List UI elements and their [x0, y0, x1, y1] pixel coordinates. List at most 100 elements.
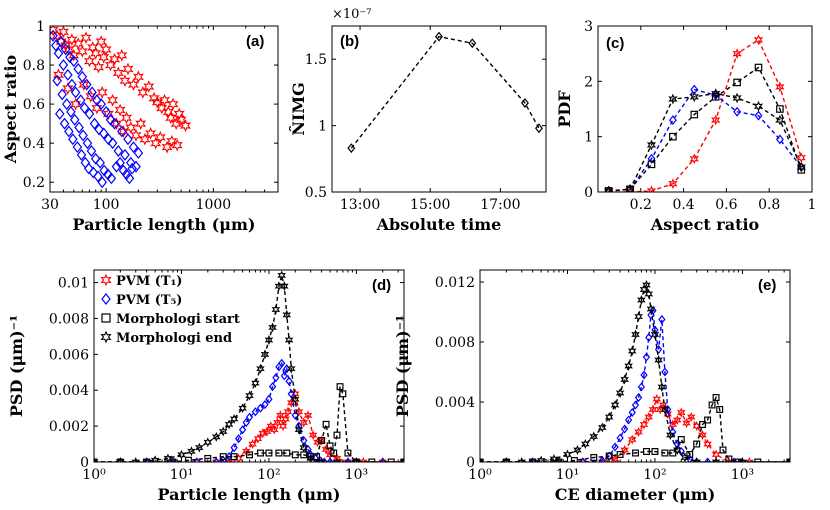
data-point [60, 43, 71, 56]
data-point [668, 178, 678, 190]
data-point [659, 400, 668, 410]
data-point [605, 451, 613, 461]
data-point [248, 439, 257, 450]
data-point [78, 78, 90, 91]
data-point [112, 66, 124, 80]
data-point [117, 125, 127, 138]
data-point [245, 412, 254, 422]
y-tick-label: 0.004 [435, 395, 475, 411]
data-point [67, 78, 77, 91]
data-point [333, 431, 341, 439]
data-point [195, 442, 204, 453]
data-point [173, 107, 185, 121]
data-point [72, 141, 83, 154]
data-point [689, 91, 699, 103]
data-point [238, 403, 247, 414]
x-tick-label: 0.6 [715, 197, 737, 213]
data-point [96, 98, 106, 111]
data-point [676, 407, 686, 418]
data-point [579, 457, 587, 462]
data-point [359, 457, 368, 462]
data-point [287, 389, 295, 399]
data-point [275, 449, 283, 457]
data-point [589, 431, 599, 442]
data-point [268, 382, 277, 392]
data-point [105, 113, 116, 126]
data-point [326, 442, 334, 450]
data-point [271, 304, 281, 315]
data-point [113, 145, 124, 157]
data-point [120, 148, 130, 161]
data-point [109, 117, 120, 130]
axes-frame [597, 25, 813, 193]
series-line [608, 92, 802, 192]
data-point [520, 98, 529, 108]
data-point [620, 424, 629, 434]
panel-label: (c) [606, 35, 624, 52]
data-point [712, 394, 720, 401]
data-point [234, 434, 243, 444]
data-point [650, 329, 660, 340]
series-line [608, 66, 802, 192]
data-point [166, 134, 178, 148]
data-point [128, 141, 139, 154]
data-point [668, 93, 678, 105]
data-point [77, 70, 88, 83]
data-point [597, 422, 607, 433]
axes-frame [479, 269, 791, 463]
data-point [52, 68, 65, 82]
data-point [59, 117, 70, 130]
data-point [116, 457, 125, 462]
data-point [80, 31, 92, 45]
data-point [53, 47, 64, 60]
data-point [711, 88, 721, 99]
data-point [171, 138, 183, 152]
data-point [87, 86, 97, 99]
x-tick-label: 30 [41, 197, 59, 213]
data-point [127, 162, 137, 175]
series-pvm-t5- [50, 29, 144, 189]
data-point [95, 156, 105, 169]
data-point [785, 457, 790, 462]
data-point [344, 449, 352, 457]
data-point [83, 54, 95, 68]
data-point [332, 457, 342, 462]
data-point [69, 55, 79, 68]
data-point [260, 349, 270, 360]
data-point [265, 394, 273, 404]
data-point [378, 457, 388, 462]
legend-marker [100, 273, 112, 287]
data-point [652, 394, 662, 404]
y-tick-label: 3 [584, 19, 593, 35]
data-point [258, 428, 268, 439]
data-point [549, 454, 559, 462]
panel-d: 10⁰ 10¹ 10² 10³ 0 0.002 0.004 0.006 0.008 0.01 (d)… [7, 269, 405, 504]
y-axis-label: PDF [555, 90, 574, 128]
data-point [611, 442, 619, 452]
panel-a: 30 100 1000 0.2 0.4 0.6 0.8 1 (a) Particle length… [1, 19, 279, 234]
data-point [126, 156, 136, 169]
y-axis-label: N̂IMG [289, 82, 308, 135]
data-point [74, 121, 84, 134]
data-point [703, 439, 712, 449]
data-point [70, 97, 82, 111]
data-point [598, 455, 606, 462]
data-point [796, 161, 806, 173]
y-tick-label: 1 [318, 119, 327, 135]
legend-entry: Morphologi end [116, 331, 232, 346]
data-point [75, 94, 86, 107]
data-point [68, 133, 78, 146]
data-point [62, 98, 72, 111]
data-point [282, 309, 292, 320]
data-point [170, 117, 182, 131]
data-point [57, 26, 69, 39]
data-point [651, 448, 659, 455]
data-point [640, 370, 648, 380]
data-point [52, 74, 62, 87]
plot-area [480, 280, 790, 462]
data-point [57, 88, 67, 101]
data-point [719, 446, 727, 454]
data-point [79, 102, 90, 114]
data-point [264, 335, 274, 345]
x-tick-label: 13:00 [340, 197, 380, 213]
